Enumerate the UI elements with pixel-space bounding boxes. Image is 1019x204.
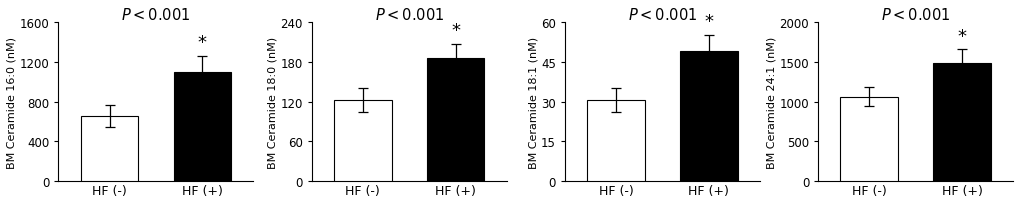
Y-axis label: BM Ceramide 24:1 (nM): BM Ceramide 24:1 (nM)	[766, 36, 776, 168]
Y-axis label: BM Ceramide 18:1 (nM): BM Ceramide 18:1 (nM)	[528, 36, 538, 168]
Text: *: *	[703, 13, 712, 31]
Bar	[426, 59, 484, 181]
Bar	[932, 63, 989, 181]
Bar	[173, 72, 231, 181]
Text: *: *	[957, 28, 966, 45]
Title: $P < 0.001$: $P < 0.001$	[374, 7, 443, 23]
Bar	[587, 101, 644, 181]
Y-axis label: BM Ceramide 16:0 (nM): BM Ceramide 16:0 (nM)	[7, 37, 17, 168]
Text: *: *	[450, 22, 460, 40]
Title: $P < 0.001$: $P < 0.001$	[627, 7, 696, 23]
Bar	[680, 52, 737, 181]
Bar	[81, 116, 139, 181]
Title: $P < 0.001$: $P < 0.001$	[880, 7, 950, 23]
Y-axis label: BM Ceramide 18:0 (nM): BM Ceramide 18:0 (nM)	[267, 36, 277, 168]
Text: *: *	[198, 34, 207, 52]
Title: $P < 0.001$: $P < 0.001$	[121, 7, 191, 23]
Bar	[333, 101, 391, 181]
Bar	[840, 97, 897, 181]
